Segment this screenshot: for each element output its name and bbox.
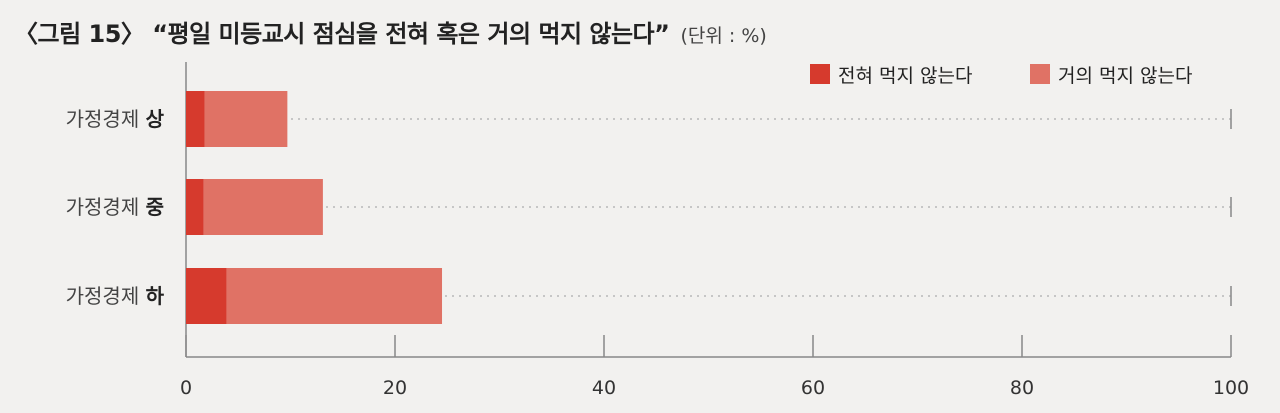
x-tick-label-100: 100	[1213, 377, 1249, 399]
x-tick-label-40: 40	[592, 377, 616, 399]
legend-swatch-2	[1030, 64, 1050, 84]
legend-label-2: 거의 먹지 않는다	[1058, 65, 1192, 87]
chart-title: 〈그림 15〉 “평일 미등교시 점심을 전혀 혹은 거의 먹지 않는다”	[14, 20, 670, 48]
category-prefix: 가정경제	[66, 107, 146, 131]
x-tick-label-0: 0	[180, 377, 192, 399]
bar-1-0	[186, 91, 205, 147]
bar-1-2	[186, 268, 227, 324]
bar-2-1	[203, 179, 323, 235]
category-prefix: 가정경제	[66, 284, 146, 308]
category-label-0: 가정경제 상	[66, 107, 165, 131]
x-tick-label-80: 80	[1010, 377, 1034, 399]
category-suffix: 중	[146, 195, 164, 219]
legend-label-1: 전혀 먹지 않는다	[838, 65, 972, 87]
category-suffix: 상	[146, 107, 165, 131]
category-suffix: 하	[146, 284, 165, 308]
x-tick-label-60: 60	[801, 377, 825, 399]
bar-1-1	[186, 179, 204, 235]
chart-title-row: 〈그림 15〉 “평일 미등교시 점심을 전혀 혹은 거의 먹지 않는다” (단…	[14, 14, 767, 49]
bar-2-0	[204, 91, 288, 147]
category-prefix: 가정경제	[66, 195, 146, 219]
category-label-2: 가정경제 하	[66, 284, 165, 308]
category-label-1: 가정경제 중	[66, 195, 164, 219]
bar-2-2	[226, 268, 443, 324]
chart-unit: (단위 : %)	[680, 25, 767, 47]
legend-swatch-1	[810, 64, 830, 84]
x-tick-label-20: 20	[383, 377, 407, 399]
